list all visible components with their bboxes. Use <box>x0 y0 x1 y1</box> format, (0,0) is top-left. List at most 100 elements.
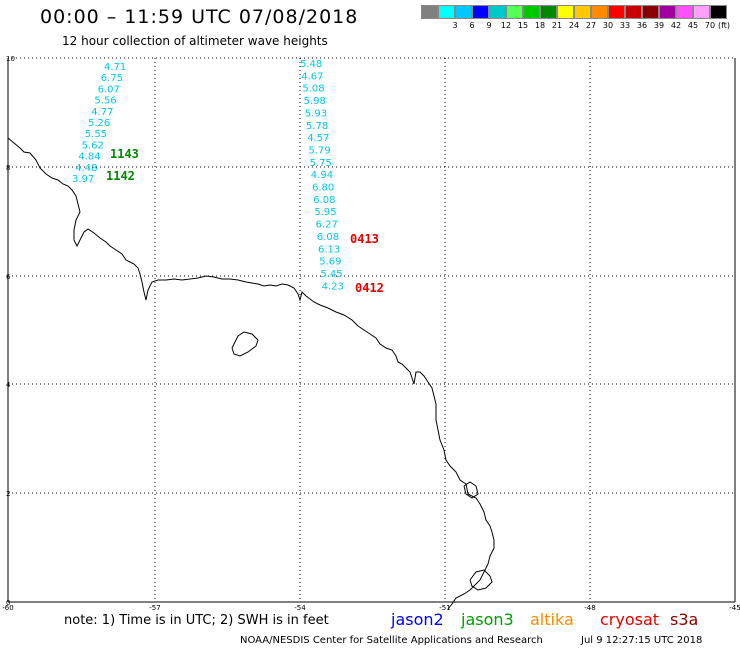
credit: NOAA/NESDIS Center for Satellite Applica… <box>240 635 543 646</box>
wave-height-value: 5.78 <box>306 121 328 132</box>
legend-swatch <box>642 5 659 19</box>
wave-height-value: 4.57 <box>307 133 329 144</box>
wave-height-value: 6.80 <box>312 183 334 194</box>
legend-swatch <box>625 5 642 19</box>
wave-height-value: 6.27 <box>316 220 338 231</box>
wave-height-value: 6.08 <box>317 232 339 243</box>
island-caviana <box>463 481 479 499</box>
legend-swatch <box>438 5 455 19</box>
legend-label: 30 <box>602 21 614 30</box>
legend-label: 18 <box>534 21 546 30</box>
lat-tick-label: 10 <box>6 55 15 63</box>
legend-label: 3 <box>452 21 458 30</box>
coastline-main <box>7 137 495 610</box>
wave-height-value: 6.08 <box>313 195 335 206</box>
lon-tick-label: -48 <box>584 604 595 612</box>
lon-tick-label: -60 <box>2 604 13 612</box>
wave-height-value: 5.69 <box>319 257 341 268</box>
wave-height-value: 5.56 <box>94 96 116 107</box>
legend-swatch <box>523 5 540 19</box>
pass-time-label: 1142 <box>106 169 135 183</box>
legend-swatch <box>591 5 608 19</box>
lat-tick-label: 2 <box>6 490 10 498</box>
legend-label: 39 <box>653 21 665 30</box>
legend-label: 9 <box>486 21 492 30</box>
pass-time-label: 0412 <box>355 281 384 295</box>
satellite-altika: altika <box>530 610 574 629</box>
wave-height-value: 5.08 <box>302 84 324 95</box>
legend-label: 15 <box>517 21 529 30</box>
wave-height-value: 4.94 <box>311 170 333 181</box>
lat-tick-label: 8 <box>6 164 10 172</box>
satellite-s3a: s3a <box>670 610 699 629</box>
footer-note: note: 1) Time is in UTC; 2) SWH is in fe… <box>64 613 329 628</box>
legend-swatch <box>608 5 625 19</box>
wave-height-value: 5.95 <box>314 207 336 218</box>
wave-height-value: 4.23 <box>322 281 344 292</box>
wave-height-value: 5.45 <box>320 269 342 280</box>
legend-label: 12 <box>500 21 512 30</box>
lon-tick-label: -54 <box>294 604 306 612</box>
wave-height-value: 6.75 <box>101 73 123 84</box>
wave-height-value: 3.97 <box>72 174 94 185</box>
wave-height-value: 4.48 <box>75 163 97 174</box>
wave-height-value: 5.62 <box>82 140 104 151</box>
satellite-cryosat: cryosat <box>600 610 660 629</box>
subtitle: 12 hour collection of altimeter wave hei… <box>62 34 328 48</box>
legend-swatch <box>710 5 727 19</box>
wave-height-value: 5.26 <box>88 118 110 129</box>
wave-height-value: 5.98 <box>304 96 326 107</box>
title: 00:00 – 11:59 UTC 07/08/2018 <box>40 6 359 28</box>
legend-swatch <box>574 5 591 19</box>
legend-label: 6 <box>469 21 475 30</box>
track-left: 4.716.756.075.564.775.265.555.624.844.48… <box>72 62 139 185</box>
wave-height-value: 5.79 <box>308 145 330 156</box>
color-legend-labels: 3 6 9 12 15 18 21 24 27 30 33 36 39 42 45 70 (ft) <box>421 21 740 33</box>
legend-label: 27 <box>585 21 597 30</box>
lon-tick-label: -45 <box>729 604 740 612</box>
legend-unit: (ft) <box>717 21 731 30</box>
legend-swatch <box>676 5 693 19</box>
wave-height-value: 5.75 <box>310 158 332 169</box>
satellite-jason2: jason2 <box>391 610 444 629</box>
island-marajo <box>469 569 493 591</box>
lat-tick-label: 6 <box>6 273 11 281</box>
wave-height-value: 5.93 <box>305 108 327 119</box>
legend-swatch <box>506 5 523 19</box>
wave-height-value: 4.67 <box>301 71 323 82</box>
legend-label: 42 <box>670 21 682 30</box>
satellite-jason3: jason3 <box>461 610 514 629</box>
legend-swatch <box>472 5 489 19</box>
legend-swatch <box>557 5 574 19</box>
legend-swatch <box>455 5 472 19</box>
legend-label: 21 <box>551 21 563 30</box>
track-right: 5.484.67 5.085.985.93 5.784.575.79 5.754.94… <box>300 59 384 295</box>
coastline <box>7 137 495 610</box>
wave-height-value: 4.77 <box>91 107 113 118</box>
timestamp: Jul 9 12:27:15 UTC 2018 <box>581 635 703 646</box>
legend-label: 33 <box>619 21 631 30</box>
lat-tick-label: 0 <box>6 599 10 607</box>
wave-height-value: 4.71 <box>104 62 126 73</box>
wave-height-value: 5.55 <box>85 129 107 140</box>
color-legend <box>421 5 727 19</box>
graticule: -60 -57 -54 -51 -48 -45 10 8 6 4 2 0 <box>2 55 740 612</box>
lon-tick-label: -51 <box>439 604 450 612</box>
pass-time-label: 0413 <box>350 232 379 246</box>
legend-label: 24 <box>568 21 580 30</box>
lat-tick-label: 4 <box>6 381 11 389</box>
wave-height-value: 5.48 <box>300 59 322 70</box>
legend-swatch <box>693 5 710 19</box>
legend-swatch <box>421 5 438 19</box>
wave-height-value: 6.07 <box>98 84 120 95</box>
island-small <box>231 331 259 357</box>
legend-label: 45 <box>687 21 699 30</box>
legend-swatch <box>659 5 676 19</box>
wave-height-value: 6.13 <box>318 244 340 255</box>
wave-height-value: 4.84 <box>78 152 100 163</box>
pass-time-label: 1143 <box>110 147 139 161</box>
lon-tick-label: -57 <box>149 604 160 612</box>
legend-swatch <box>489 5 506 19</box>
legend-swatch <box>540 5 557 19</box>
